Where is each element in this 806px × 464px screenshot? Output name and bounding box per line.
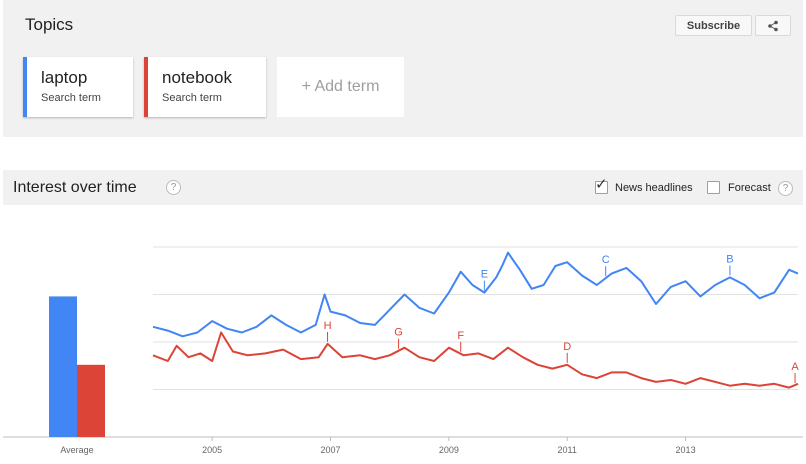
term-color-bar [144,57,148,117]
term-name: notebook [162,68,232,87]
topics-panel: Topics Subscribe laptop Search term note… [3,0,803,137]
annotation-H: H [324,320,332,332]
x-tick-label: 2013 [676,445,696,455]
term-subtitle: Search term [162,92,222,104]
x-tick-label: 2007 [321,445,341,455]
term-card-notebook[interactable]: notebook Search term [144,57,266,117]
news-headlines-label[interactable]: News headlines [615,182,693,194]
average-bar-notebook [77,364,105,437]
help-icon[interactable]: ? [166,180,181,195]
subscribe-button[interactable]: Subscribe [675,15,752,36]
news-headlines-checkbox[interactable]: ✓ [595,177,608,194]
annotation-B: B [726,253,733,265]
annotation-F: F [457,330,464,342]
forecast-checkbox[interactable] [707,181,720,194]
forecast-label[interactable]: Forecast [728,182,771,194]
x-tick-label: 2009 [439,445,459,455]
annotation-C: C [602,254,610,266]
term-name: laptop [41,68,88,87]
section-title: Interest over time [13,179,137,196]
series-line-notebook [152,331,799,389]
annotation-A: A [791,361,799,373]
share-button[interactable] [755,15,791,36]
series-line-laptop [152,251,799,338]
checkmark-icon: ✓ [595,176,608,193]
term-card-laptop[interactable]: laptop Search term [23,57,133,117]
interest-chart: Average 2005 2007 2009 2011 2013 A B C D E F G H [3,246,803,455]
x-tick-label: 2011 [558,445,577,455]
share-icon [768,20,778,31]
x-tick-label: 2005 [202,445,222,455]
annotation-G: G [394,327,403,339]
term-subtitle: Search term [41,92,101,104]
forecast-help-icon[interactable]: ? [778,181,793,196]
average-label: Average [60,445,93,455]
interest-over-time-header: Interest over time ? ✓ News headlines Fo… [3,170,803,205]
topics-title: Topics [25,15,74,34]
average-bar-laptop [49,296,77,437]
add-term-button[interactable]: + Add term [277,57,404,117]
term-color-bar [23,57,27,117]
annotation-E: E [481,269,488,281]
annotation-D: D [563,341,571,353]
